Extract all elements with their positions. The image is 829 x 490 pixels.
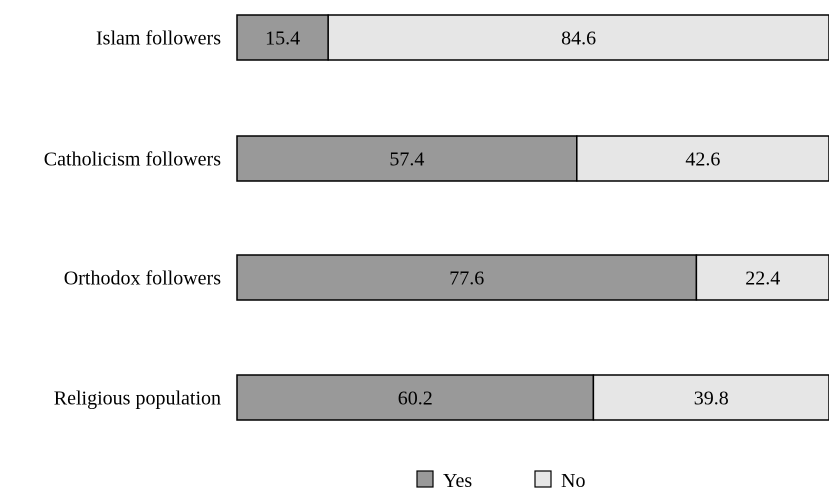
data-label-no: 42.6	[685, 149, 720, 171]
bar-row-catholicism-followers: Catholicism followers 57.4 42.6	[44, 135, 829, 182]
legend-swatch-yes	[416, 470, 434, 488]
category-label: Islam followers	[96, 28, 221, 50]
bar-row-islam-followers: Islam followers 15.4 84.6	[96, 14, 829, 61]
data-label-yes: 57.4	[389, 149, 424, 171]
data-label-no: 84.6	[561, 28, 596, 50]
plot-area: Islam followers 15.4 84.6 Catholicism follo…	[44, 14, 829, 421]
data-label-yes: 77.6	[449, 268, 484, 290]
data-label-no: 39.8	[694, 388, 729, 410]
bar-segment-no-islam-followers	[327, 14, 829, 61]
category-label: Catholicism followers	[44, 149, 221, 171]
legend-label-no: No	[561, 470, 585, 490]
bar-segment-no-religious-population	[592, 374, 829, 421]
legend-swatch-no	[534, 470, 552, 488]
bar-segment-no-catholicism-followers	[576, 135, 829, 182]
legend: Yes No	[416, 470, 585, 490]
bar-segment-yes-islam-followers	[236, 14, 329, 61]
bar-segment-yes-catholicism-followers	[236, 135, 578, 182]
legend-label-yes: Yes	[443, 470, 472, 490]
bar-segment-yes-orthodox-followers	[236, 254, 698, 301]
bar-row-orthodox-followers: Orthodox followers 77.6 22.4	[64, 254, 829, 301]
bar-row-religious-population: Religious population 60.2 39.8	[54, 374, 829, 421]
data-label-no: 22.4	[745, 268, 780, 290]
data-label-yes: 60.2	[398, 388, 433, 410]
category-label: Religious population	[54, 388, 221, 410]
bar-segment-no-orthodox-followers	[695, 254, 829, 301]
data-label-yes: 15.4	[265, 28, 300, 50]
category-label: Orthodox followers	[64, 268, 221, 290]
